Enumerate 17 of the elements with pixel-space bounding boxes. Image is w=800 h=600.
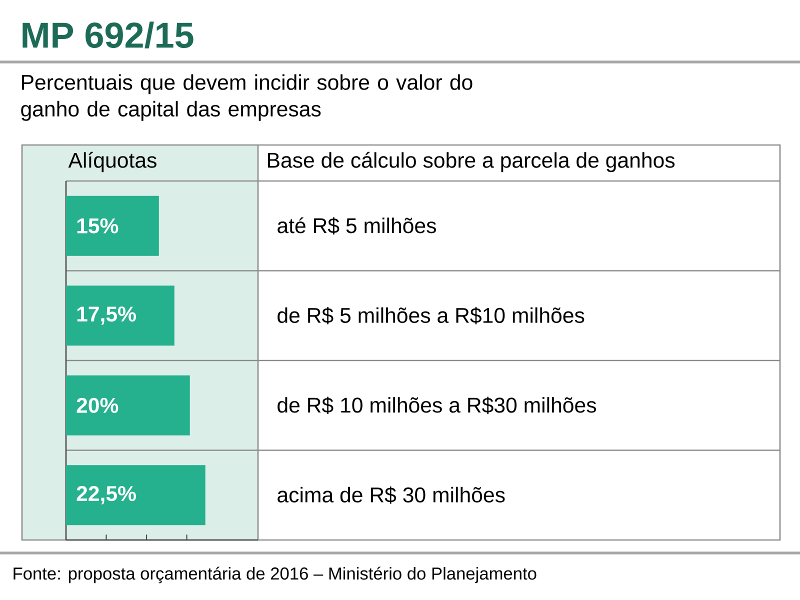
x-axis-title: Alíquotas <box>68 152 156 172</box>
bar <box>66 196 159 256</box>
bar <box>66 375 190 436</box>
y-tick-label: de R$ 5 milhões a R$10 milhões <box>278 307 584 324</box>
chart-subtitle: Percentuais que devem incidir sobre o valor do ganho de capital das empresas <box>21 74 472 121</box>
y-tick-label: de R$ 10 milhões a R$30 milhões <box>278 396 596 414</box>
bar <box>66 465 206 526</box>
data-label: 15% <box>77 218 118 234</box>
source-note: Fonte: proposta orçamentária de 2016 – Ministério do Planejamento <box>14 566 536 584</box>
data-label: 22,5% <box>76 486 136 504</box>
bar <box>66 286 174 346</box>
y-tick-label: até R$ 5 milhões <box>278 217 436 235</box>
y-axis-title: Base de cálculo sobre a parcela de ganhos <box>268 152 675 172</box>
data-label: 17,5% <box>77 306 136 325</box>
data-label: 20% <box>76 398 118 413</box>
chart-title: MP 692/15 <box>22 22 194 48</box>
y-tick-label: acima de R$ 30 milhões <box>278 486 505 504</box>
